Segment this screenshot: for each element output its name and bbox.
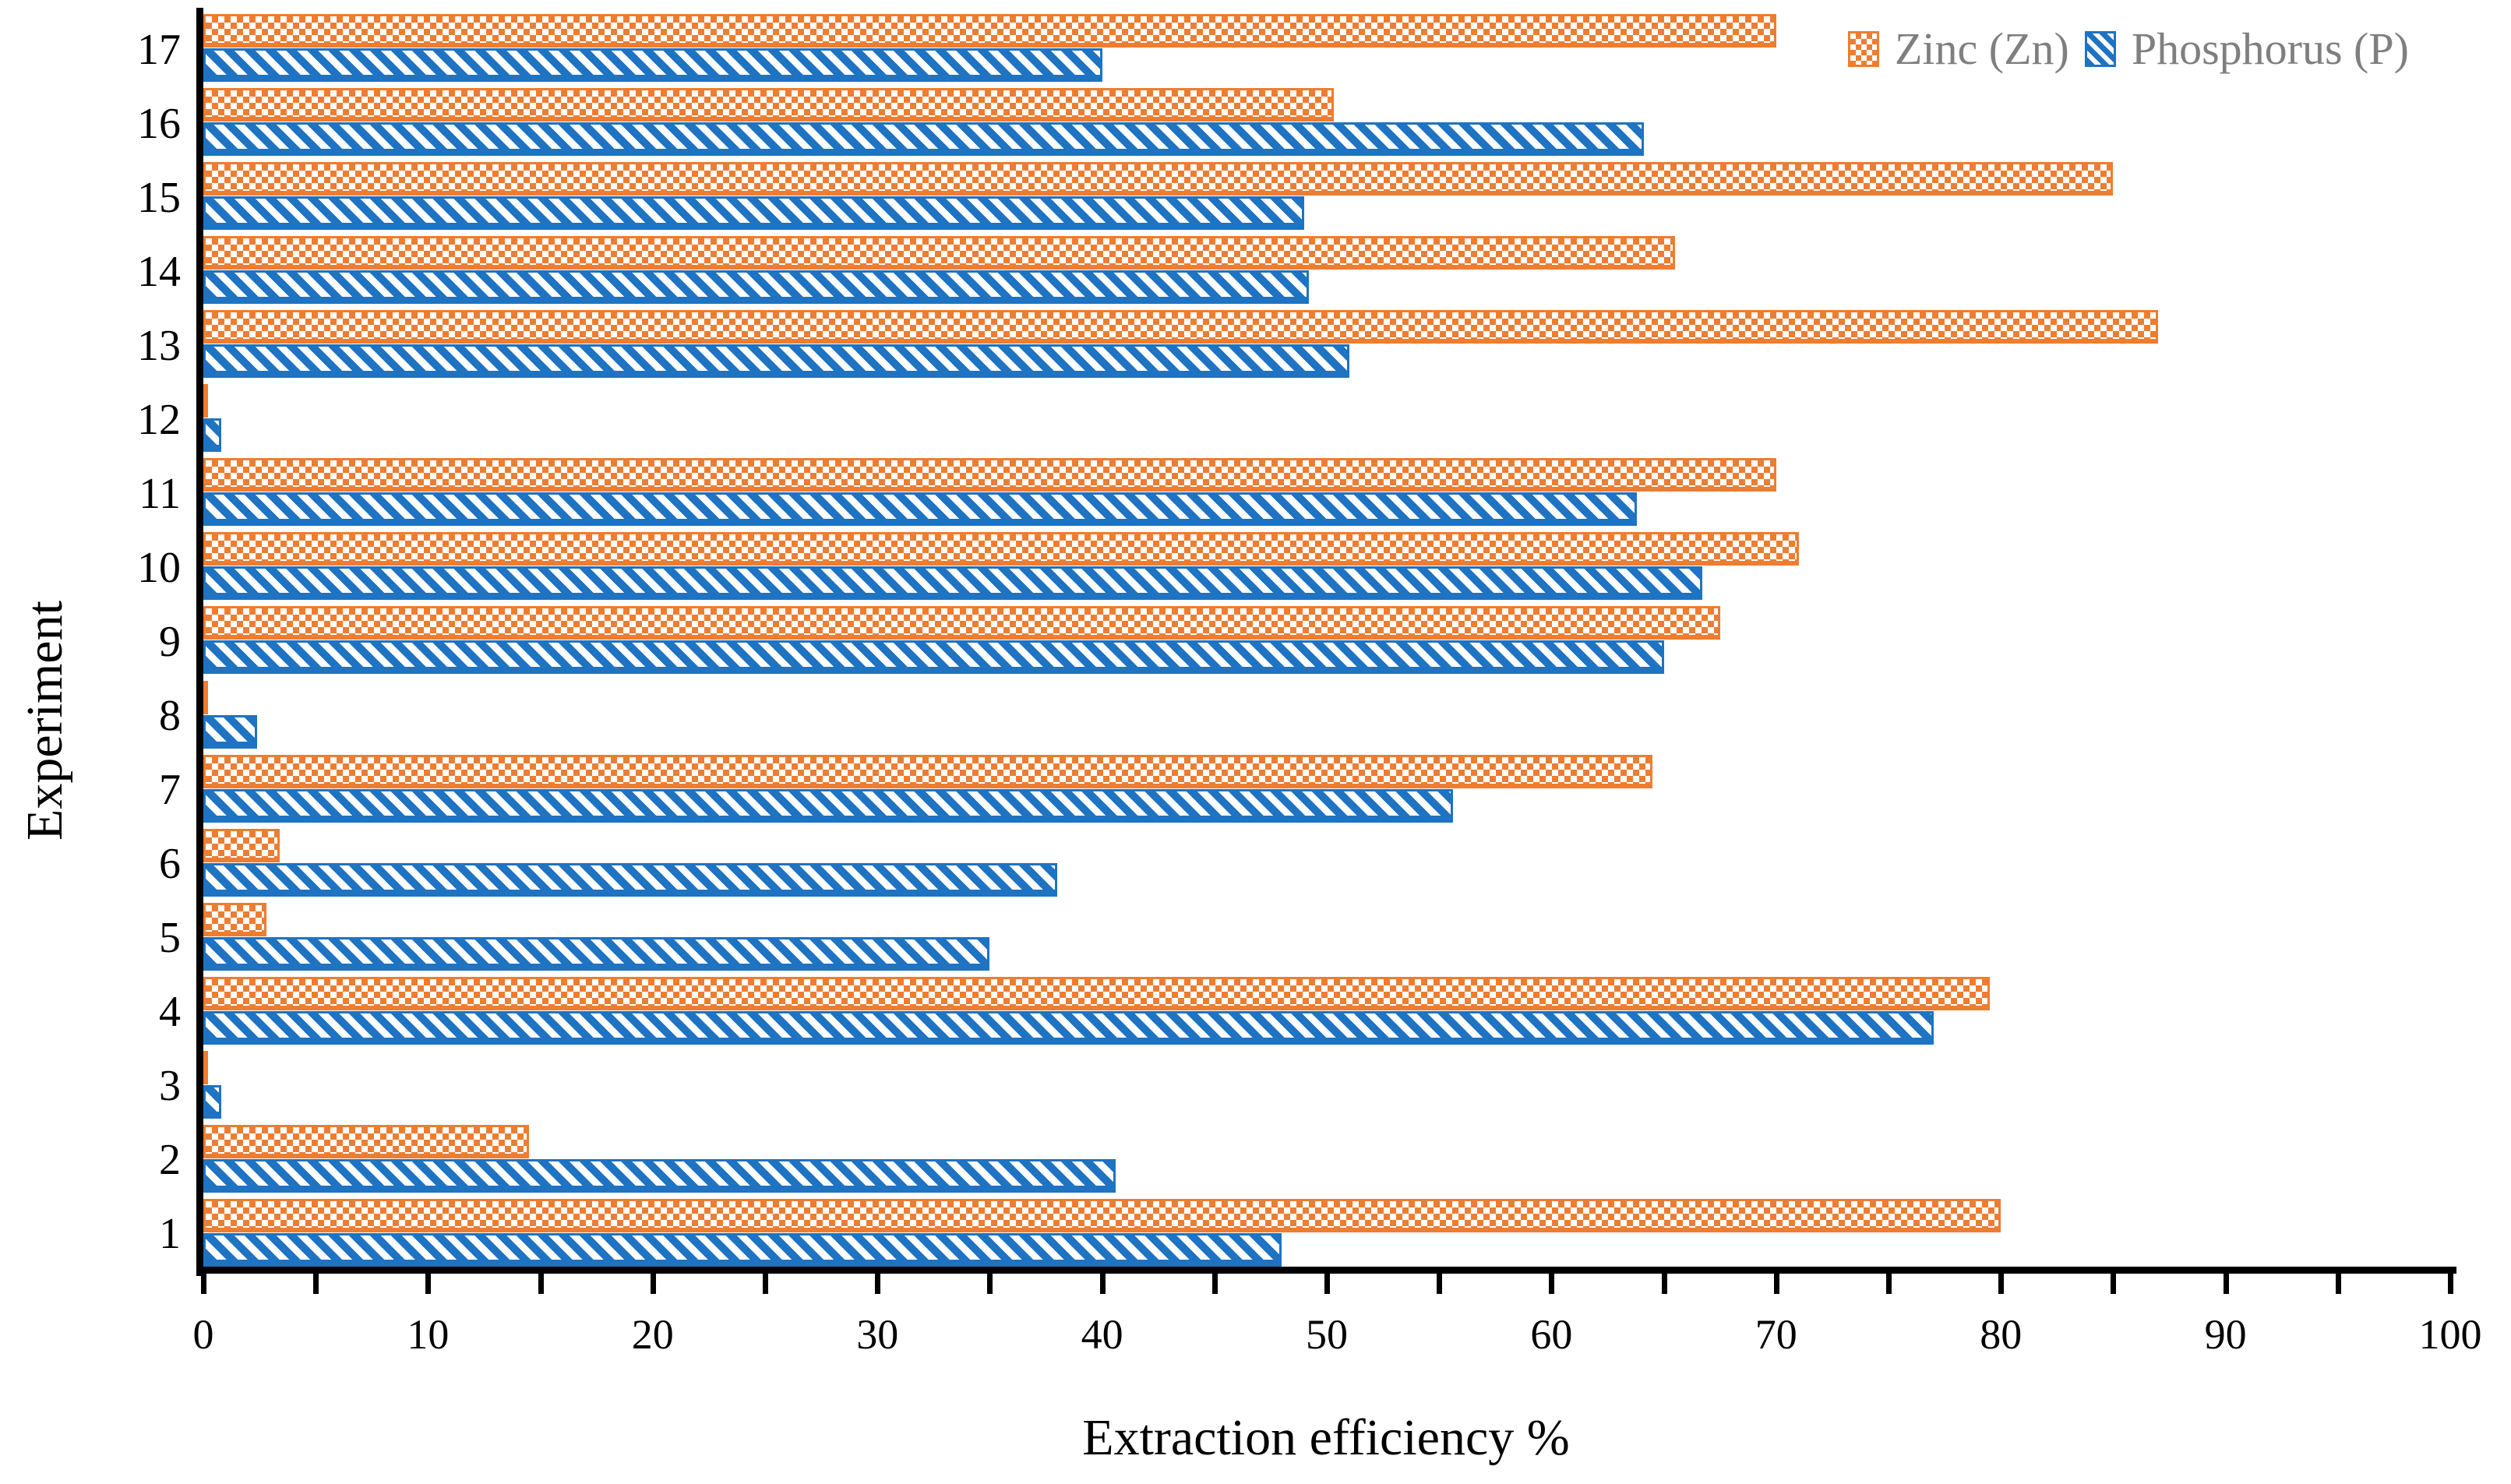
- legend: Zinc (Zn) Phosphorus (P): [1848, 26, 2409, 72]
- y-tick-label-7: 7: [159, 766, 181, 815]
- y-axis-title: Experiment: [16, 601, 73, 841]
- legend-swatch-zinc-icon: [1848, 31, 1879, 67]
- x-tick-25: [763, 1274, 768, 1294]
- bar-zn-exp-5: [203, 902, 266, 936]
- y-tick-label-15: 15: [137, 173, 181, 222]
- bar-p-exp-16: [203, 122, 1644, 157]
- x-tick-label-0: 0: [192, 1311, 214, 1358]
- x-tick-90: [2223, 1274, 2229, 1294]
- bar-p-exp-3: [203, 1084, 222, 1119]
- bar-zn-exp-15: [203, 162, 2114, 196]
- x-tick-15: [538, 1274, 544, 1294]
- y-tick-label-17: 17: [137, 25, 181, 74]
- bar-p-exp-8: [203, 714, 258, 749]
- bar-p-exp-9: [203, 640, 1664, 675]
- bar-p-exp-12: [203, 418, 222, 453]
- bar-zn-exp-2: [203, 1124, 530, 1158]
- bar-zn-exp-12: [203, 384, 208, 418]
- bar-zn-exp-17: [203, 14, 1776, 48]
- x-tick-45: [1211, 1274, 1218, 1294]
- y-tick-label-10: 10: [137, 543, 181, 592]
- bar-p-exp-7: [203, 788, 1453, 823]
- x-tick-label-100: 100: [2418, 1311, 2482, 1358]
- bar-zn-exp-10: [203, 532, 1799, 566]
- bar-p-exp-13: [203, 344, 1349, 379]
- bar-p-exp-14: [203, 270, 1309, 305]
- bar-zn-exp-1: [203, 1198, 2001, 1232]
- legend-label-zinc: Zinc (Zn): [1895, 23, 2069, 74]
- bar-p-exp-15: [203, 196, 1305, 231]
- x-tick-20: [650, 1274, 656, 1294]
- bar-p-exp-5: [203, 936, 990, 971]
- y-tick-label-11: 11: [139, 469, 181, 518]
- x-tick-65: [1661, 1274, 1667, 1294]
- x-tick-80: [1998, 1274, 2005, 1294]
- bar-zn-exp-13: [203, 310, 2159, 344]
- bar-zn-exp-9: [203, 606, 1720, 640]
- y-tick-label-9: 9: [159, 618, 181, 666]
- x-tick-60: [1549, 1274, 1555, 1294]
- x-tick-label-30: 30: [856, 1311, 899, 1358]
- x-tick-10: [425, 1274, 432, 1294]
- y-tick-label-12: 12: [137, 395, 181, 444]
- x-tick-55: [1437, 1274, 1443, 1294]
- bar-p-exp-4: [203, 1010, 1934, 1045]
- x-tick-40: [1099, 1274, 1106, 1294]
- x-tick-label-40: 40: [1081, 1311, 1123, 1358]
- y-tick-label-14: 14: [137, 247, 181, 296]
- bar-p-exp-17: [203, 48, 1102, 82]
- y-tick-label-2: 2: [159, 1136, 181, 1185]
- y-tick-label-5: 5: [159, 914, 181, 963]
- bar-zn-exp-14: [203, 236, 1676, 270]
- bar-zn-exp-11: [203, 458, 1776, 492]
- x-tick-35: [987, 1274, 993, 1294]
- x-tick-label-90: 90: [2204, 1311, 2247, 1358]
- x-tick-85: [2111, 1274, 2117, 1294]
- y-tick-label-4: 4: [159, 988, 181, 1037]
- x-tick-30: [875, 1274, 881, 1294]
- x-tick-label-20: 20: [631, 1311, 674, 1358]
- y-tick-label-6: 6: [159, 840, 181, 889]
- x-tick-label-80: 80: [1980, 1311, 2023, 1358]
- bar-p-exp-11: [203, 492, 1637, 527]
- x-tick-50: [1324, 1274, 1330, 1294]
- x-tick-75: [1886, 1274, 1892, 1294]
- bar-zn-exp-8: [203, 680, 208, 714]
- y-tick-label-13: 13: [137, 321, 181, 370]
- bar-zn-exp-4: [203, 976, 1990, 1010]
- y-axis-line: [196, 8, 203, 1276]
- bar-p-exp-2: [203, 1158, 1116, 1193]
- x-tick-100: [2448, 1274, 2453, 1294]
- x-tick-label-70: 70: [1755, 1311, 1797, 1358]
- legend-label-phosphorus: Phosphorus (P): [2131, 23, 2409, 74]
- x-tick-95: [2335, 1274, 2341, 1294]
- bar-p-exp-1: [203, 1232, 1282, 1267]
- bar-zn-exp-6: [203, 828, 280, 862]
- legend-swatch-phosphorus-icon: [2084, 31, 2116, 67]
- y-tick-label-16: 16: [137, 99, 181, 148]
- y-tick-label-1: 1: [159, 1210, 181, 1259]
- y-tick-label-8: 8: [159, 692, 181, 741]
- bar-zn-exp-16: [203, 88, 1334, 122]
- x-axis-line: [196, 1267, 2456, 1274]
- x-tick-70: [1773, 1274, 1779, 1294]
- x-tick-5: [313, 1274, 319, 1294]
- bar-zn-exp-3: [203, 1050, 208, 1084]
- x-tick-0: [201, 1274, 206, 1294]
- x-tick-label-50: 50: [1306, 1311, 1348, 1358]
- x-tick-label-10: 10: [407, 1311, 450, 1358]
- y-tick-label-3: 3: [159, 1062, 181, 1111]
- bar-p-exp-10: [203, 566, 1702, 601]
- x-axis-title: Extraction efficiency %: [1082, 1409, 1570, 1466]
- bar-p-exp-6: [203, 862, 1057, 897]
- bar-zn-exp-7: [203, 754, 1653, 788]
- x-tick-label-60: 60: [1530, 1311, 1573, 1358]
